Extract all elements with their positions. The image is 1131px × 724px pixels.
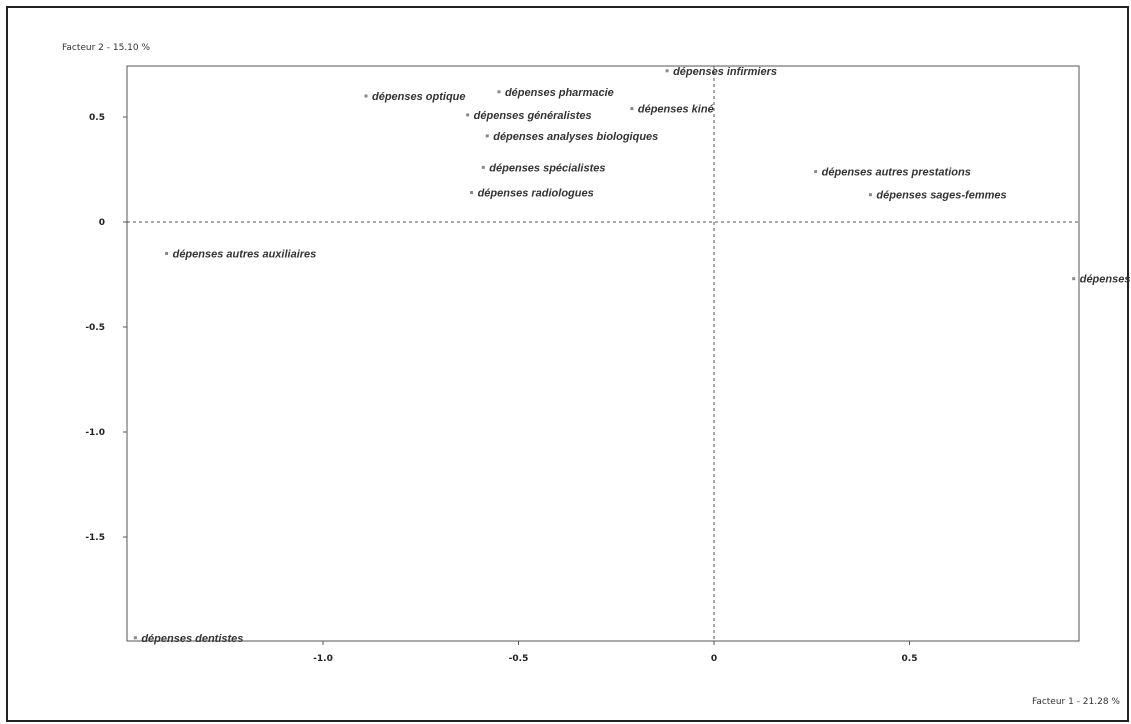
data-point-label: dépenses autres prestations: [822, 167, 971, 179]
data-point: [814, 170, 818, 174]
data-point: [1072, 277, 1076, 281]
data-point-label: dépenses optique: [372, 91, 466, 103]
data-point: [466, 113, 470, 117]
data-point-label: dépenses sages-femmes: [876, 190, 1006, 202]
data-point-label: dépenses autres auxiliaires: [173, 249, 317, 261]
axes-group: [126, 65, 1080, 642]
points-group: dépenses infirmiers dépenses pharmacie dép…: [133, 66, 1131, 645]
data-point-label: dépenses spécialistes: [489, 162, 605, 174]
data-point: [665, 69, 669, 73]
data-point: [165, 252, 169, 255]
y-axis-title: Facteur 2 - 15.10 %: [62, 43, 150, 53]
chart-frame: [6, 6, 1129, 722]
data-point: [481, 165, 485, 169]
data-point: [133, 636, 137, 640]
data-point: [470, 191, 474, 195]
y-tick-label: 0: [99, 218, 105, 228]
data-point-label: dépenses radiologues: [478, 188, 594, 200]
y-tick-label: -1.0: [85, 428, 105, 438]
data-point-label: dépenses kiné: [638, 104, 714, 116]
data-point: [364, 94, 368, 98]
x-tick-label: 0.5: [902, 654, 918, 664]
data-point: [868, 193, 872, 197]
data-point-label: dépenses dentistes: [141, 633, 243, 645]
x-axis-title: Facteur 1 - 21.28 %: [1032, 697, 1120, 707]
plot-border: [126, 65, 1080, 642]
y-tick-label: 0.5: [89, 113, 105, 123]
data-point-label: dépenses hospitalisation: [1080, 274, 1131, 286]
data-point-label: dépenses analyses biologiques: [493, 131, 658, 143]
x-tick-label: -0.5: [509, 654, 529, 664]
x-tick-label: 0: [711, 654, 717, 664]
data-point-label: dépenses généralistes: [474, 110, 592, 122]
x-tick-label: -1.0: [313, 654, 333, 664]
data-point-label: dépenses pharmacie: [505, 87, 614, 99]
y-tick-label: -0.5: [85, 323, 105, 333]
ticks-group: -1.0 -0.5 0 0.5 0.5 0 -0.5 -1.0 -1.5: [85, 113, 917, 664]
data-point-label: dépenses infirmiers: [673, 66, 777, 78]
data-point: [630, 107, 634, 111]
y-tick-label: -1.5: [85, 533, 105, 543]
data-point: [485, 134, 489, 138]
data-point: [497, 90, 501, 94]
